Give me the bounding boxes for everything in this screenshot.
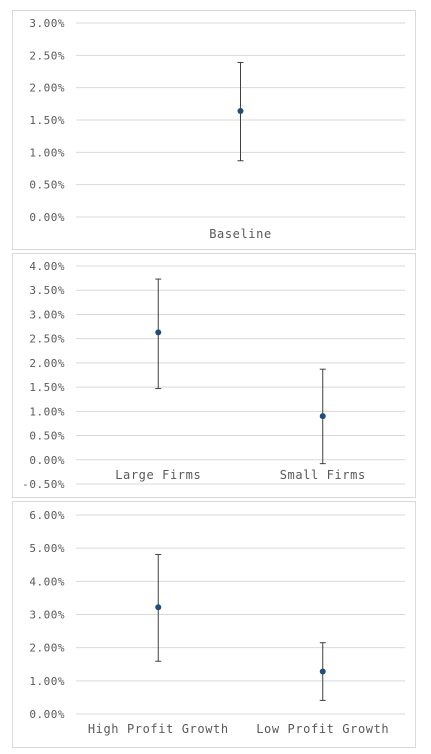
y-tick-label: 0.50% [29,430,65,443]
y-tick-label: 1.50% [29,381,65,394]
y-tick-label: 2.50% [29,49,65,62]
y-tick-label: 2.00% [29,642,65,655]
category-label: Small Firms [280,468,366,482]
y-tick-label: 3.00% [29,609,65,622]
chart-profit-growth: 6.00% 5.00% 4.00% 3.00% 2.00% 1.00% 0.00% High … [29,509,405,736]
y-tick-label: 1.00% [29,405,65,418]
y-tick-label: 2.00% [29,82,65,95]
y-tick-label: 2.00% [29,357,65,370]
y-tick-label: 5.00% [29,542,65,555]
y-tick-label: 0.00% [29,211,65,224]
y-tick-label: 4.00% [29,575,65,588]
chart-panel-baseline: 3.00% 2.50% 2.00% 1.50% 1.00% 0.50% 0.00% Basel… [12,10,416,250]
y-tick-label: 1.00% [29,675,65,688]
y-tick-label: 3.50% [29,284,65,297]
data-point [319,413,326,420]
y-tick-label: 0.00% [29,708,65,721]
chart-baseline: 3.00% 2.50% 2.00% 1.50% 1.00% 0.50% 0.00% Basel… [29,17,405,241]
y-tick-label: 4.00% [29,260,65,273]
category-label: Large Firms [115,468,201,482]
y-tick-label: -0.50% [22,478,65,491]
category-label: High Profit Growth [88,722,229,736]
y-tick-label: 2.50% [29,333,65,346]
y-tick-label: 0.00% [29,454,65,467]
y-tick-label: 3.00% [29,17,65,30]
chart-panel-firm-size: 4.00% 3.50% 3.00% 2.50% 2.00% 1.50% 1.00% 0.50%… [12,253,416,498]
category-label: Baseline [209,227,272,241]
data-point [155,329,162,336]
y-tick-label: 1.50% [29,114,65,127]
data-point [319,668,326,675]
y-tick-label: 0.50% [29,179,65,192]
chart-firm-size: 4.00% 3.50% 3.00% 2.50% 2.00% 1.50% 1.00% 0.50%… [22,260,405,491]
y-tick-label: 6.00% [29,509,65,522]
data-point [155,604,162,611]
chart-panel-profit-growth: 6.00% 5.00% 4.00% 3.00% 2.00% 1.00% 0.00% High … [12,501,416,748]
y-tick-label: 1.00% [29,146,65,159]
data-point [237,107,244,114]
category-label: Low Profit Growth [256,722,389,736]
y-tick-label: 3.00% [29,308,65,321]
